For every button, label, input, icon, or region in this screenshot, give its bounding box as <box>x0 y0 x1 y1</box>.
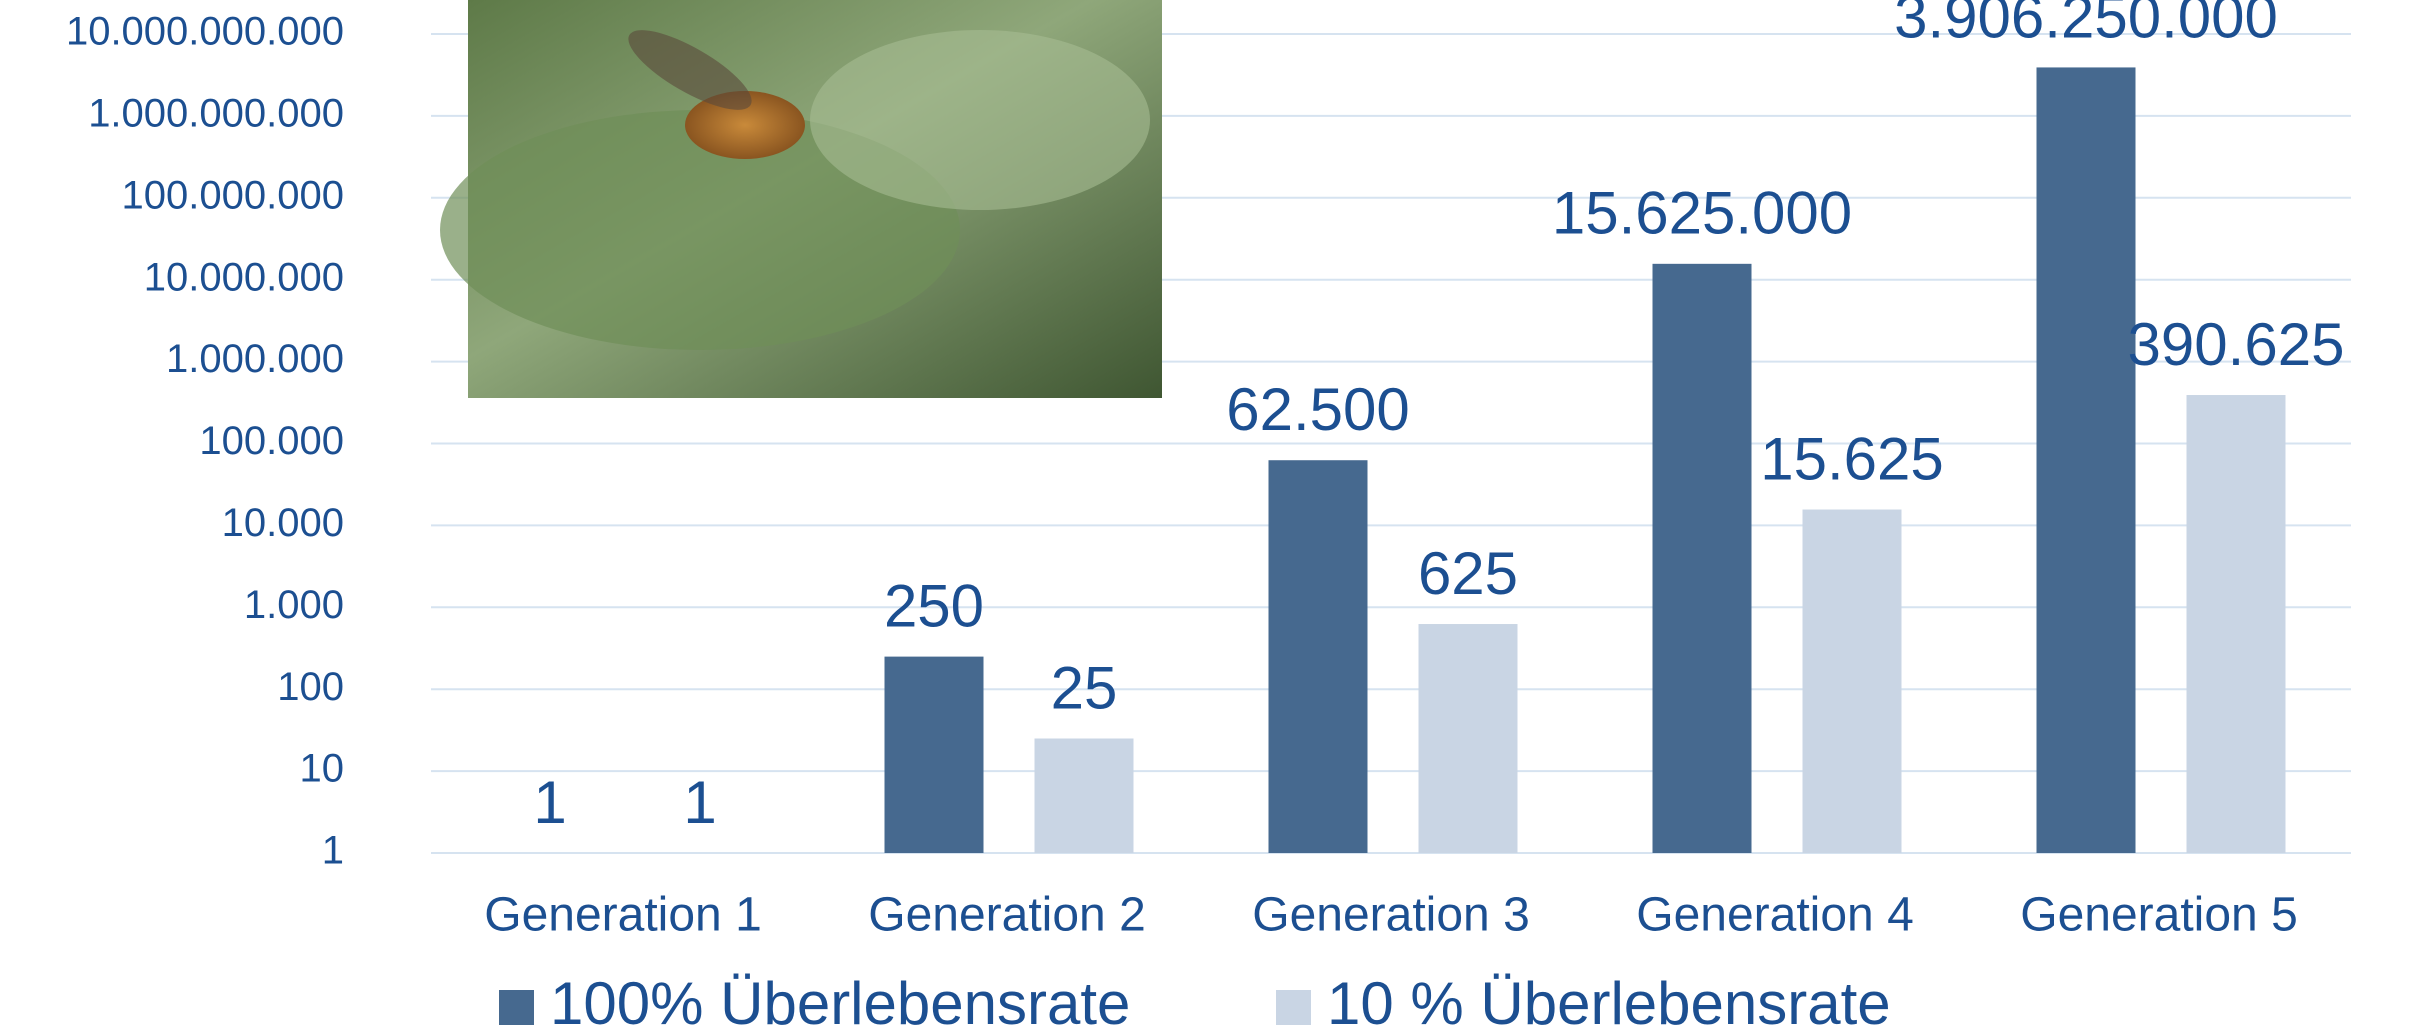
bar <box>1268 460 1368 853</box>
y-tick-label: 1.000.000.000 <box>88 91 344 135</box>
y-tick-label: 1 <box>322 829 344 873</box>
y-tick-label: 100.000.000 <box>122 173 344 217</box>
bar <box>884 656 984 853</box>
y-tick-label: 10.000.000 <box>144 255 344 299</box>
bar <box>1034 738 1134 853</box>
data-label: 250 <box>884 572 984 639</box>
legend-swatch <box>1276 990 1311 1025</box>
data-label: 1 <box>533 769 566 836</box>
y-tick-label: 10.000 <box>222 501 344 545</box>
y-tick-label: 100.000 <box>199 419 344 463</box>
y-tick-label: 10 <box>300 747 345 791</box>
bar <box>1652 263 1752 853</box>
bar <box>2036 67 2136 853</box>
x-tick-label: Generation 1 <box>484 889 762 942</box>
x-tick-label: Generation 4 <box>1636 889 1914 942</box>
legend-label: 100% Überlebensrate <box>550 970 1130 1028</box>
y-tick-label: 10.000.000.000 <box>66 10 344 54</box>
data-label: 390.625 <box>2128 311 2345 378</box>
data-label: 62.500 <box>1226 376 1410 443</box>
x-tick-label: Generation 5 <box>2020 889 2298 942</box>
data-label: 3.906.250.000 <box>1894 0 2278 50</box>
y-tick-label: 1.000.000 <box>166 337 344 381</box>
x-tick-label: Generation 2 <box>868 889 1146 942</box>
bar <box>1802 509 1902 853</box>
data-label: 15.625.000 <box>1552 180 1852 247</box>
y-tick-label: 1.000 <box>244 583 344 627</box>
y-tick-label: 100 <box>277 665 344 709</box>
data-label: 1 <box>683 769 716 836</box>
x-tick-label: Generation 3 <box>1252 889 1530 942</box>
photo <box>440 0 1162 398</box>
legend-label: 10 % Überlebensrate <box>1327 970 1891 1028</box>
data-label: 25 <box>1051 654 1118 721</box>
bar <box>2186 395 2286 853</box>
bar <box>1418 624 1518 853</box>
legend-swatch <box>499 990 534 1025</box>
data-label: 15.625 <box>1760 425 1944 492</box>
data-label: 625 <box>1418 540 1518 607</box>
